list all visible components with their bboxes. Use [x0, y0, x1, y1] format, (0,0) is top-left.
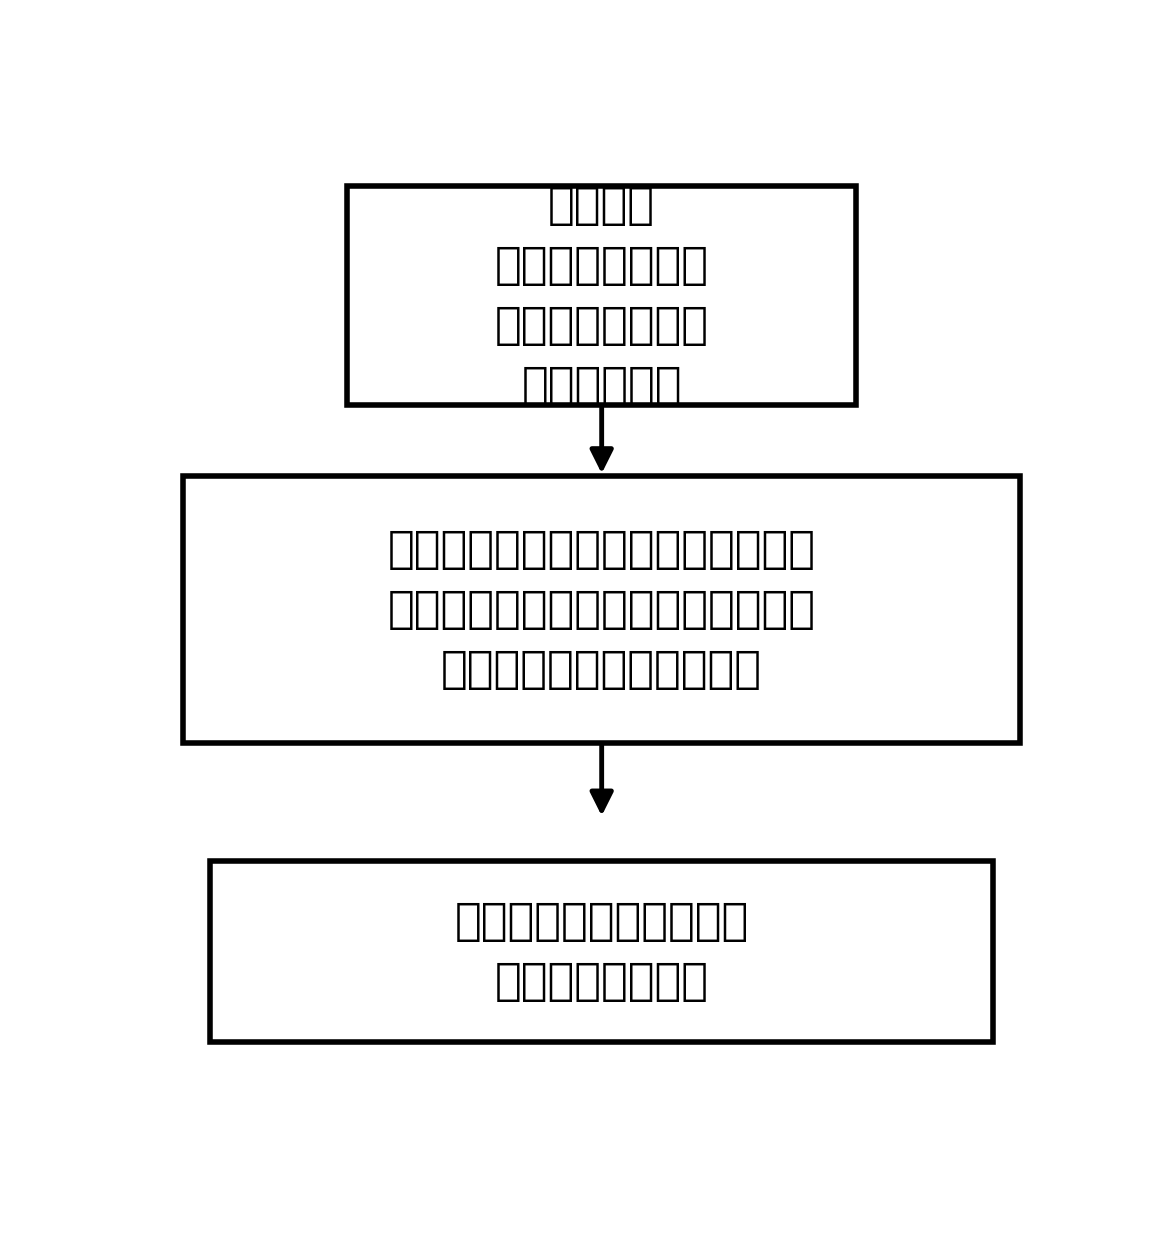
Text: 确定典型
光伏出力场景出力
曲线和最大最小负
荷日负荷曲线: 确定典型 光伏出力场景出力 曲线和最大最小负 荷日负荷曲线 [494, 184, 709, 408]
Bar [183, 477, 1020, 742]
Text: 利用遗传算法进行求解，
得到开关状态组合: 利用遗传算法进行求解， 得到开关状态组合 [454, 900, 749, 1003]
Bar [348, 186, 857, 405]
Bar [210, 862, 993, 1042]
Text: 基于含光伏配电网安全域理论，考虑
光伏典型出力场景和多种负荷需求场
景，构建网络重构数学模型: 基于含光伏配电网安全域理论，考虑 光伏典型出力场景和多种负荷需求场 景，构建网络… [387, 527, 816, 690]
